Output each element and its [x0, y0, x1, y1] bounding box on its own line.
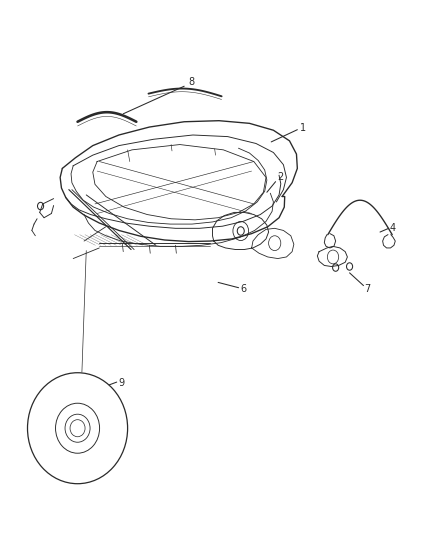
Text: 6: 6	[240, 284, 247, 294]
Text: 8: 8	[188, 77, 194, 87]
Text: 2: 2	[277, 172, 283, 182]
Ellipse shape	[28, 373, 127, 484]
Ellipse shape	[70, 419, 85, 437]
Text: 4: 4	[390, 223, 396, 233]
Text: 1: 1	[300, 123, 306, 133]
Text: 9: 9	[118, 378, 124, 388]
Text: 7: 7	[364, 284, 370, 294]
